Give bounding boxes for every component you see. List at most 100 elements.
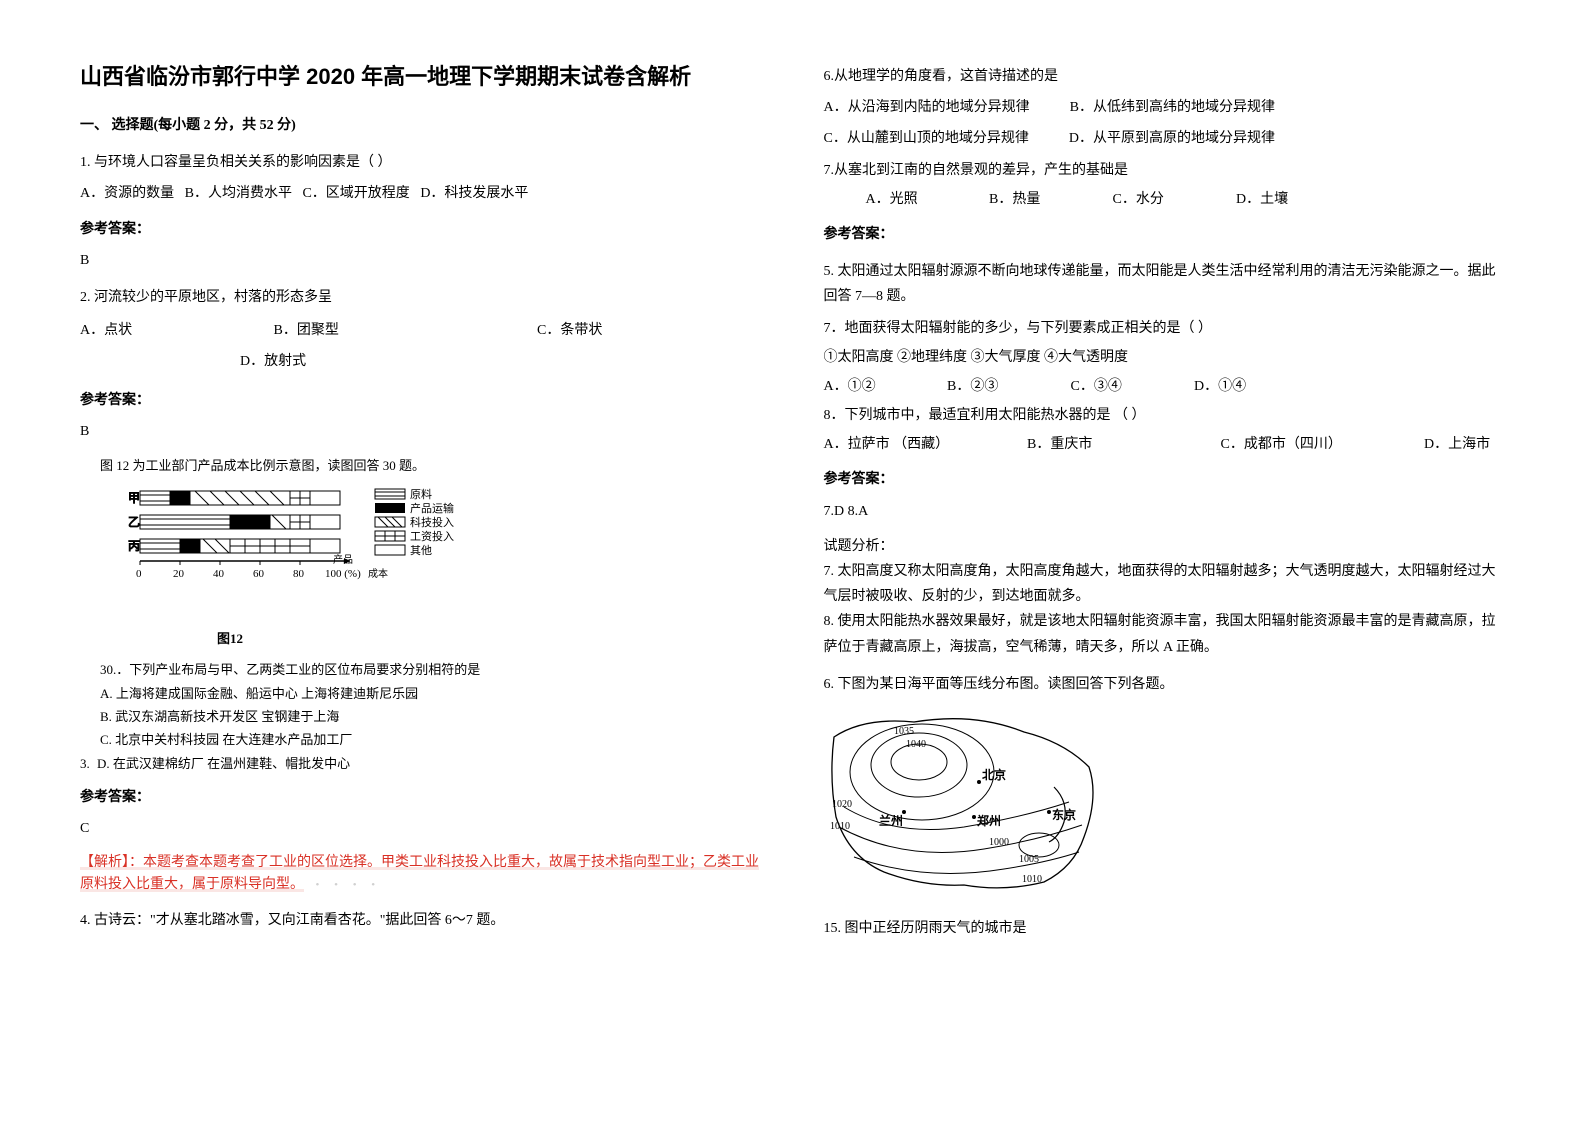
q1-optC: C．区域开放程度 (302, 186, 409, 201)
q6-stem: 6. 下图为某日海平面等压线分布图。读图回答下列各题。 (824, 672, 1508, 697)
svg-text:60: 60 (253, 568, 265, 580)
q5-sub8-optB: B．重庆市 (1027, 432, 1217, 457)
q5-sub7-optA: A．①② (824, 374, 944, 399)
q3-optC: C. 北京中关村科技园 在大连建水产品加工厂 (100, 728, 764, 751)
svg-text:1035: 1035 (894, 726, 914, 737)
svg-text:甲: 甲 (128, 491, 140, 505)
q5-answer-label: 参考答案： (824, 467, 1508, 492)
svg-text:兰州: 兰州 (879, 813, 903, 828)
svg-text:1040: 1040 (906, 739, 926, 750)
q3-intro: 图 12 为工业部门产品成本比例示意图，读图回答 30 题。 (100, 454, 764, 477)
q4-sub6-row2: C．从山麓到山顶的地域分异规律 D．从平原到高原的地域分异规律 (824, 126, 1508, 151)
q4-stem: 4. 古诗云："才从塞北踏冰雪，又向江南看杏花。"据此回答 6～7 题。 (80, 908, 764, 933)
question-6: 6. 下图为某日海平面等压线分布图。读图回答下列各题。 (824, 672, 1508, 697)
q3-block: 图 12 为工业部门产品成本比例示意图，读图回答 30 题。 原料 产品运输 科… (100, 454, 764, 775)
q5-analysis7: 7. 太阳高度又称太阳高度角，太阳高度角越大，地面获得的太阳辐射越多；大气透明度… (824, 559, 1508, 609)
svg-text:0: 0 (136, 568, 142, 580)
document-title: 山西省临汾市郭行中学 2020 年高一地理下学期期末试卷含解析 (80, 60, 764, 93)
q6-map: 1040 1035 1020 1010 1000 1005 1010 北京 兰州… (824, 707, 1508, 906)
svg-text:郑州: 郑州 (977, 813, 1001, 828)
q4-sub7-optB: B．热量 (968, 187, 1088, 212)
question-5: 5. 太阳通过太阳辐射源源不断向地球传递能量，而太阳能是人类生活中经常利用的清洁… (824, 259, 1508, 309)
q4-sub7-options: A．光照 B．热量 C．水分 D．土壤 (824, 187, 1508, 212)
svg-text:丙: 丙 (128, 539, 140, 553)
q3-answer: C (80, 816, 764, 841)
q3-sub-stem: 30.．下列产业布局与甲、乙两类工业的区位布局要求分别相符的是 (100, 658, 764, 681)
q5-sub8-optD: D．上海市 (1424, 437, 1490, 452)
q5-sub7-optC: C．③④ (1071, 374, 1191, 399)
page-container: 山西省临汾市郭行中学 2020 年高一地理下学期期末试卷含解析 一、 选择题(每… (80, 60, 1507, 945)
svg-text:工资投入: 工资投入 (410, 529, 454, 543)
q4-sub6-optD: D．从平原到高原的地域分异规律 (1069, 126, 1275, 151)
q5-answer: 7.D 8.A (824, 499, 1508, 524)
q5-sub7-stem: 7．地面获得太阳辐射能的多少，与下列要素成正相关的是（ ） (824, 316, 1508, 341)
q5-sub8-stem: 8．下列城市中，最适宜利用太阳能热水器的是 （ ） (824, 403, 1508, 428)
svg-text:100 (%): 100 (%) (325, 568, 361, 580)
q2-options: A．点状 B．团聚型 C．条带状 D．放射式 (80, 316, 764, 378)
svg-text:1020: 1020 (832, 799, 852, 810)
q5-sub7-optB: B．②③ (947, 374, 1067, 399)
q3-optD: D. 在武汉建棉纺厂 在温州建鞋、帽批发中心 (97, 756, 350, 771)
q3-optA: A. 上海将建成国际金融、船运中心 上海将建迪斯尼乐园 (100, 682, 764, 705)
svg-text:原料: 原料 (410, 487, 432, 501)
question-4: 4. 古诗云："才从塞北踏冰雪，又向江南看杏花。"据此回答 6～7 题。 (80, 908, 764, 933)
q2-answer: B (80, 419, 764, 444)
svg-text:20: 20 (173, 568, 185, 580)
q4-sub6-stem: 6.从地理学的角度看，这首诗描述的是 (824, 64, 1508, 89)
svg-text:成本: 成本 (368, 567, 388, 580)
q2-optA: A．点状 (80, 316, 270, 347)
q2-optC: C．条带状 (537, 323, 602, 338)
svg-text:北京: 北京 (982, 767, 1006, 782)
svg-text:乙: 乙 (128, 515, 140, 529)
q5-sub7-optD: D．①④ (1194, 374, 1314, 399)
q5-factors: ①太阳高度 ②地理纬度 ③大气厚度 ④大气透明度 (824, 345, 1508, 370)
question-2: 2. 河流较少的平原地区，村落的形态多呈 (80, 285, 764, 310)
q1-answer-label: 参考答案： (80, 217, 764, 242)
svg-text:产品: 产品 (333, 553, 353, 566)
q4-sub6-optA: A．从沿海到内陆的地域分异规律 (824, 95, 1030, 120)
q3-optB: B. 武汉东湖高新技术开发区 宝钢建于上海 (100, 705, 764, 728)
q3-analysis: 【解析】：本题考查本题考查了工业的区位选择。甲类工业科技投入比重大，故属于技术指… (80, 852, 764, 897)
stacked-bar-svg: 原料 产品运输 科技投入 工资投入 其他 甲 (100, 485, 500, 615)
q1-options: A．资源的数量 B．人均消费水平 C．区域开放程度 D．科技发展水平 (80, 181, 764, 206)
q5-sub8-optC: C．成都市（四川） (1221, 432, 1421, 457)
q5-stem: 5. 太阳通过太阳辐射源源不断向地球传递能量，而太阳能是人类生活中经常利用的清洁… (824, 259, 1508, 309)
isobar-map-svg: 1040 1035 1020 1010 1000 1005 1010 北京 兰州… (824, 707, 1104, 897)
q4-sub7-optC: C．水分 (1092, 187, 1212, 212)
q4-sub6-optC: C．从山麓到山顶的地域分异规律 (824, 126, 1029, 151)
q1-stem: 1. 与环境人口容量呈负相关关系的影响因素是（ ） (80, 150, 764, 175)
svg-text:产品运输: 产品运输 (410, 501, 454, 515)
svg-text:科技投入: 科技投入 (410, 515, 454, 529)
q1-optA: A．资源的数量 (80, 186, 174, 201)
q3-analysis-text: 【解析】：本题考查本题考查了工业的区位选择。甲类工业科技投入比重大，故属于技术指… (80, 855, 759, 892)
section-header: 一、 选择题(每小题 2 分，共 52 分) (80, 113, 764, 138)
q5-sub7-options: A．①② B．②③ C．③④ D．①④ (824, 374, 1508, 399)
question-1: 1. 与环境人口容量呈负相关关系的影响因素是（ ） (80, 150, 764, 175)
svg-text:40: 40 (213, 568, 225, 580)
q5-analysis-label: 试题分析： (824, 534, 1508, 559)
q4-sub6-optB: B．从低纬到高纬的地域分异规律 (1070, 95, 1275, 120)
q4-sub7-optA: A．光照 (845, 187, 965, 212)
svg-text:1010: 1010 (830, 821, 850, 832)
q4-sub6-row1: A．从沿海到内陆的地域分异规律 B．从低纬到高纬的地域分异规律 (824, 95, 1508, 120)
q2-optB: B．团聚型 (274, 316, 534, 347)
q2-answer-label: 参考答案： (80, 388, 764, 413)
svg-text:1005: 1005 (1019, 854, 1039, 865)
svg-text:1010: 1010 (1022, 874, 1042, 885)
q4-sub7-optD: D．土壤 (1215, 187, 1335, 212)
q5-sub8-options: A．拉萨市 （西藏） B．重庆市 C．成都市（四川） D．上海市 (824, 432, 1508, 457)
q3-optD-row: 3. D. 在武汉建棉纺厂 在温州建鞋、帽批发中心 (100, 752, 764, 775)
watermark-dots: • • • • (316, 879, 382, 891)
q4-answer-label: 参考答案： (824, 222, 1508, 247)
q1-answer: B (80, 248, 764, 273)
q5-analysis8: 8. 使用太阳能热水器效果最好，就是该地太阳辐射能资源丰富，我国太阳辐射能资源最… (824, 609, 1508, 659)
q4-sub7-stem: 7.从塞北到江南的自然景观的差异，产生的基础是 (824, 158, 1508, 183)
svg-text:80: 80 (293, 568, 305, 580)
left-column: 山西省临汾市郭行中学 2020 年高一地理下学期期末试卷含解析 一、 选择题(每… (80, 60, 764, 945)
q3-answer-label: 参考答案： (80, 785, 764, 810)
q6-sub15-stem: 15. 图中正经历阴雨天气的城市是 (824, 916, 1508, 941)
q5-sub8-optA: A．拉萨市 （西藏） (824, 432, 1024, 457)
svg-text:其他: 其他 (410, 544, 432, 557)
q2-optD: D．放射式 (240, 347, 306, 378)
right-column: 6.从地理学的角度看，这首诗描述的是 A．从沿海到内陆的地域分异规律 B．从低纬… (824, 60, 1508, 945)
